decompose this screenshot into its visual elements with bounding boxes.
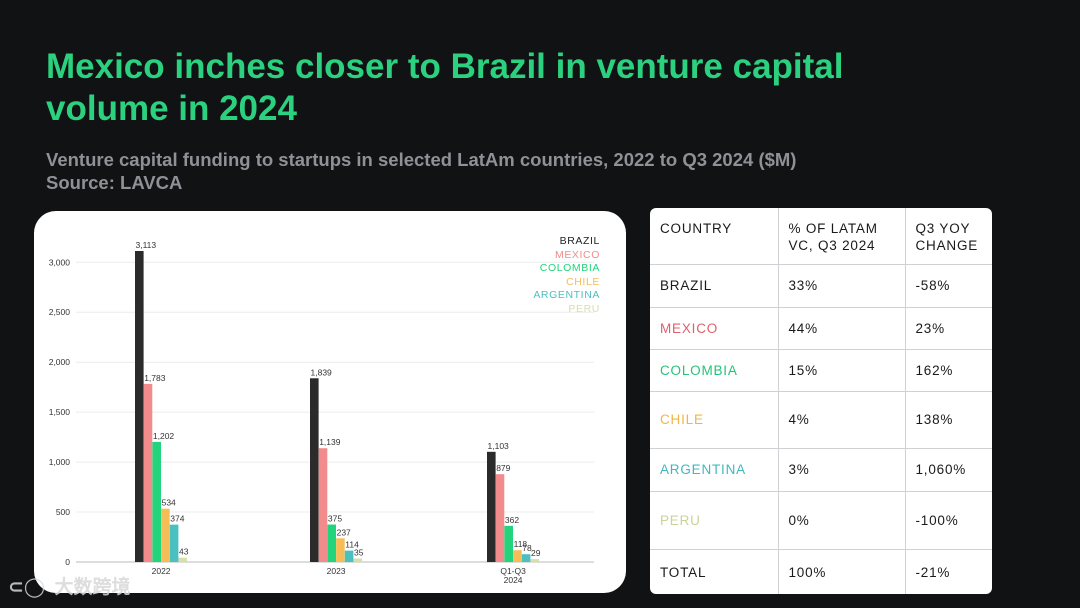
legend-item-chile: CHILE [566, 275, 600, 288]
y-tick-label: 500 [56, 507, 70, 517]
x-tick-label: 2024 [504, 575, 523, 585]
cell-country: COLOMBIA [650, 348, 779, 393]
bar-argentina [344, 550, 354, 562]
x-tick-label: 2022 [152, 566, 171, 576]
watermark-logo: ⊂◯ 大数跨境 [8, 572, 130, 599]
bar-colombia [152, 441, 161, 562]
bar-brazil [135, 251, 144, 562]
table-row: COLOMBIA 15% 162% [650, 348, 992, 393]
data-label: 29 [531, 548, 541, 558]
page-subtitle: Venture capital funding to startups in s… [46, 148, 946, 194]
data-label: 375 [328, 514, 342, 524]
data-label: 1,139 [319, 437, 341, 447]
x-tick-label: Q1-Q3 [500, 566, 526, 576]
bar-brazil [487, 451, 496, 562]
data-label: 78 [522, 543, 532, 553]
cell-share: 33% [777, 263, 906, 308]
cell-share: 4% [777, 391, 906, 449]
x-tick-label: 2023 [327, 566, 346, 576]
header-yoy: Q3 YOY CHANGE [904, 208, 992, 265]
cell-share: 0% [777, 490, 906, 551]
data-label: 879 [496, 463, 510, 473]
bar-chart: 0 500 1,000 1,500 2,000 2,500 3,000 3,113 1,783 1… [49, 240, 594, 585]
data-label: 1,839 [311, 367, 333, 377]
legend-item-mexico: MEXICO [554, 248, 600, 261]
cell-share: 100% [777, 549, 906, 594]
y-tick-label: 2,000 [49, 357, 71, 367]
bar-brazil [310, 378, 319, 562]
share-table: COUNTRY % OF LATAM VC, Q3 2024 Q3 YOY CH… [650, 208, 992, 594]
cell-yoy: -100% [904, 490, 992, 551]
watermark-text: 大数跨境 [54, 577, 131, 598]
legend-item-peru: PERU [568, 302, 600, 315]
cell-share: 44% [777, 306, 906, 351]
table-row: ARGENTINA 3% 1,060% [650, 447, 992, 492]
cell-yoy: -21% [904, 549, 992, 594]
bar-chile [513, 550, 522, 562]
data-label: 1,202 [153, 431, 175, 441]
legend-item-argentina: ARGENTINA [533, 289, 600, 302]
cell-yoy: -58% [904, 263, 992, 308]
data-label: 35 [354, 548, 364, 558]
bar-argentina [169, 524, 179, 562]
legend-item-colombia: COLOMBIA [539, 262, 600, 275]
cell-country: ARGENTINA [650, 447, 779, 492]
data-label: 43 [179, 547, 189, 557]
table-row: TOTAL 100% -21% [650, 549, 992, 594]
chart-legend: BRAZIL MEXICO COLOMBIA CHILE ARGENTINA PERU [533, 235, 600, 317]
cell-yoy: 1,060% [904, 447, 992, 492]
data-label: 118 [514, 539, 528, 549]
data-label: 3,113 [136, 240, 157, 250]
cell-yoy: 23% [904, 306, 992, 351]
bar-argentina [521, 554, 531, 562]
table-header-row: COUNTRY % OF LATAM VC, Q3 2024 Q3 YOY CH… [650, 208, 992, 265]
data-label: 534 [162, 498, 176, 508]
cell-country: CHILE [650, 391, 779, 449]
y-tick-label: 1,000 [49, 457, 71, 467]
cell-yoy: 138% [904, 391, 992, 449]
bar-peru [353, 558, 363, 562]
y-tick-label: 1,500 [49, 407, 71, 417]
cell-share: 15% [777, 348, 906, 393]
table-row: CHILE 4% 138% [650, 391, 992, 449]
bar-mexico [318, 448, 328, 562]
bar-chile [336, 538, 345, 562]
bar-colombia [504, 525, 513, 562]
bar-colombia [327, 524, 336, 562]
header-share: % OF LATAM VC, Q3 2024 [777, 208, 906, 265]
table-row: BRAZIL 33% -58% [650, 263, 992, 308]
subtitle-description: Venture capital funding to startups in s… [46, 149, 797, 170]
data-label: 237 [337, 527, 351, 537]
watermark-icon: ⊂◯ [8, 577, 46, 598]
header-country: COUNTRY [650, 208, 779, 265]
bar-peru [178, 557, 188, 562]
table-row: MEXICO 44% 23% [650, 306, 992, 351]
cell-country: PERU [650, 490, 779, 551]
cell-yoy: 162% [904, 348, 992, 393]
y-tick-label: 3,000 [49, 257, 71, 267]
bar-mexico [495, 474, 505, 562]
page-title: Mexico inches closer to Brazil in ventur… [46, 47, 844, 128]
data-label: 1,103 [488, 441, 510, 451]
chart-card: 0 500 1,000 1,500 2,000 2,500 3,000 3,113 1,783 1… [34, 211, 626, 593]
table-row: PERU 0% -100% [650, 490, 992, 551]
y-tick-label: 0 [65, 557, 70, 567]
y-tick-label: 2,500 [49, 307, 71, 317]
data-label: 374 [170, 514, 184, 524]
legend-item-brazil: BRAZIL [559, 235, 600, 247]
data-label: 1,783 [144, 373, 166, 383]
cell-country: TOTAL [650, 549, 779, 594]
data-label: 362 [505, 515, 519, 525]
cell-country: BRAZIL [650, 263, 779, 308]
cell-country: MEXICO [650, 306, 779, 351]
bar-mexico [143, 383, 153, 562]
data-label: 114 [345, 540, 359, 550]
subtitle-source: Source: LAVCA [46, 172, 183, 193]
cell-share: 3% [777, 447, 906, 492]
bar-chile [161, 508, 170, 562]
share-table-card: COUNTRY % OF LATAM VC, Q3 2024 Q3 YOY CH… [650, 208, 992, 594]
bar-peru [530, 559, 540, 562]
